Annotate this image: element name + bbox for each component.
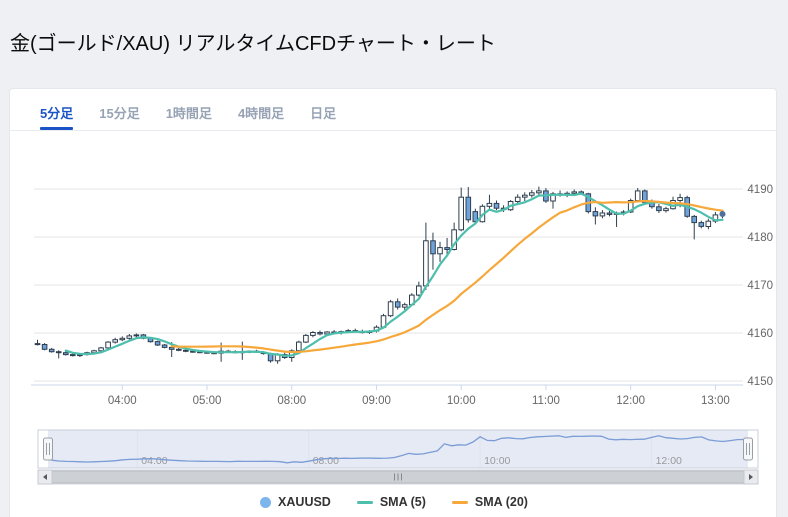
legend-item-sma20[interactable]: SMA (20) xyxy=(451,495,528,509)
navigator-area: 04:00 08:00 10:00 12:00 xyxy=(10,426,778,488)
svg-text:4170: 4170 xyxy=(747,280,773,292)
chart-legend: XAUUSD SMA (5) SMA (20) xyxy=(10,489,778,515)
svg-text:4160: 4160 xyxy=(747,328,773,340)
scrollbar-left-button[interactable] xyxy=(37,469,53,485)
scroll-left-arrow-icon xyxy=(43,474,47,480)
x-axis: 04:00 05:00 08:00 09:00 10:00 11:00 12:00 13:00 xyxy=(31,384,743,407)
svg-text:04:00: 04:00 xyxy=(108,395,137,407)
range-navigator: 04:00 08:00 10:00 12:00 xyxy=(37,429,759,485)
last-price-dot xyxy=(719,210,726,217)
svg-text:4180: 4180 xyxy=(747,232,773,244)
svg-text:4190: 4190 xyxy=(747,184,773,196)
scroll-right-arrow-icon xyxy=(749,474,753,480)
sma20-line xyxy=(170,199,724,354)
legend-item-xauusd[interactable]: XAUUSD xyxy=(260,495,331,509)
legend-swatch-sma5-icon xyxy=(356,500,373,504)
legend-label: SMA (5) xyxy=(379,495,426,509)
scrollbar xyxy=(37,469,759,485)
legend-swatch-xauusd-icon xyxy=(260,496,272,508)
tab-15min[interactable]: 15分足 xyxy=(99,106,140,121)
svg-text:05:00: 05:00 xyxy=(193,395,222,407)
legend-swatch-sma20-icon xyxy=(451,500,468,504)
tab-5min[interactable]: 5分足 xyxy=(40,103,74,130)
navigator-handle-right[interactable] xyxy=(743,437,753,461)
legend-label: XAUUSD xyxy=(278,495,331,509)
svg-text:08:00: 08:00 xyxy=(277,395,306,407)
y-grid xyxy=(34,188,743,382)
svg-text:11:00: 11:00 xyxy=(532,395,560,407)
navigator-series-line xyxy=(51,435,745,464)
svg-text:13:00: 13:00 xyxy=(701,395,730,407)
navigator-handle-left[interactable] xyxy=(43,437,53,461)
interval-tabs: 5分足 15分足 1時間足 4時間足 日足 xyxy=(10,89,776,131)
navigator-outline xyxy=(37,429,759,469)
legend-label: SMA (20) xyxy=(474,495,528,509)
navigator-gridlines: 04:00 08:00 10:00 12:00 xyxy=(136,430,682,468)
scrollbar-right-button[interactable] xyxy=(743,469,759,485)
svg-text:04:00: 04:00 xyxy=(141,455,167,467)
svg-text:12:00: 12:00 xyxy=(616,395,645,407)
svg-text:08:00: 08:00 xyxy=(313,455,339,467)
svg-text:09:00: 09:00 xyxy=(362,395,391,407)
price-chart-area: 4150 4160 4170 4180 4190 04:00 05:00 08:00 09:00… xyxy=(10,148,778,416)
tab-daily[interactable]: 日足 xyxy=(310,106,337,121)
svg-text:10:00: 10:00 xyxy=(447,395,476,407)
svg-text:12:00: 12:00 xyxy=(656,455,682,467)
legend-item-sma5[interactable]: SMA (5) xyxy=(356,495,426,509)
page-title: 金(ゴールド/XAU) リアルタイムCFDチャート・レート xyxy=(10,33,496,56)
svg-text:4150: 4150 xyxy=(747,376,773,388)
tab-1hour[interactable]: 1時間足 xyxy=(165,106,212,121)
svg-text:10:00: 10:00 xyxy=(484,455,510,467)
sma5-line xyxy=(64,192,724,357)
navigator-mask[interactable] xyxy=(48,430,748,468)
tab-4hour[interactable]: 4時間足 xyxy=(237,106,285,121)
y-axis-labels: 4150 4160 4170 4180 4190 xyxy=(747,184,773,388)
chart-card: 5分足 15分足 1時間足 4時間足 日足 4150 4160 4170 4180 4190 04… xyxy=(9,88,777,517)
candlestick-chart: 4150 4160 4170 4180 4190 04:00 05:00 08:00 09:00… xyxy=(31,184,773,407)
